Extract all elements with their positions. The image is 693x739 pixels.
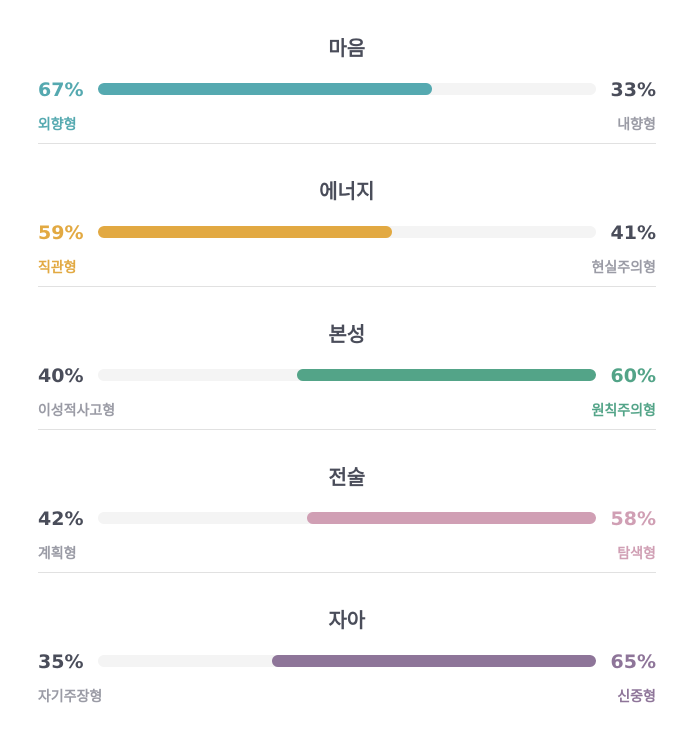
trait-progress-track xyxy=(98,83,596,95)
trait-right-percent: 33% xyxy=(611,79,656,101)
trait-left-label: 자기주장형 xyxy=(38,688,102,706)
trait-progress-fill xyxy=(272,655,596,667)
trait-section-identity: 자아 35% 65% 자기주장형 신중형 xyxy=(38,572,656,715)
trait-progress-fill xyxy=(307,512,596,524)
trait-progress-track xyxy=(98,369,596,381)
trait-section-mind: 마음 67% 33% 외향형 내향형 xyxy=(38,0,656,144)
trait-progress-fill xyxy=(297,369,596,381)
trait-left-label: 이성적사고형 xyxy=(38,402,115,420)
trait-left-percent: 67% xyxy=(38,79,83,101)
trait-right-percent: 65% xyxy=(611,651,656,673)
trait-right-label: 탐색형 xyxy=(617,545,656,563)
trait-progress-track xyxy=(98,226,596,238)
trait-progress-track xyxy=(98,512,596,524)
trait-right-label: 신중형 xyxy=(617,688,656,706)
trait-right-percent: 58% xyxy=(611,508,656,530)
trait-left-percent: 42% xyxy=(38,508,83,530)
trait-left-label: 직관형 xyxy=(38,259,77,277)
trait-left-percent: 35% xyxy=(38,651,83,673)
trait-section-nature: 본성 40% 60% 이성적사고형 원칙주의형 xyxy=(38,286,656,430)
trait-right-label: 현실주의형 xyxy=(592,259,656,277)
trait-section-tactics: 전술 42% 58% 계획형 탐색형 xyxy=(38,429,656,573)
trait-left-percent: 59% xyxy=(38,222,83,244)
trait-progress-fill xyxy=(98,83,432,95)
trait-left-label: 외향형 xyxy=(38,116,77,134)
trait-progress-track xyxy=(98,655,596,667)
trait-title: 자아 xyxy=(38,608,656,632)
trait-section-energy: 에너지 59% 41% 직관형 현실주의형 xyxy=(38,143,656,287)
trait-right-percent: 60% xyxy=(611,365,656,387)
trait-left-label: 계획형 xyxy=(38,545,77,563)
trait-left-percent: 40% xyxy=(38,365,83,387)
trait-title: 본성 xyxy=(38,322,656,346)
trait-right-label: 원칙주의형 xyxy=(592,402,656,420)
trait-title: 마음 xyxy=(38,36,656,60)
trait-right-label: 내향형 xyxy=(617,116,656,134)
trait-title: 전술 xyxy=(38,465,656,489)
trait-title: 에너지 xyxy=(38,179,656,203)
trait-right-percent: 41% xyxy=(611,222,656,244)
trait-progress-fill xyxy=(98,226,392,238)
